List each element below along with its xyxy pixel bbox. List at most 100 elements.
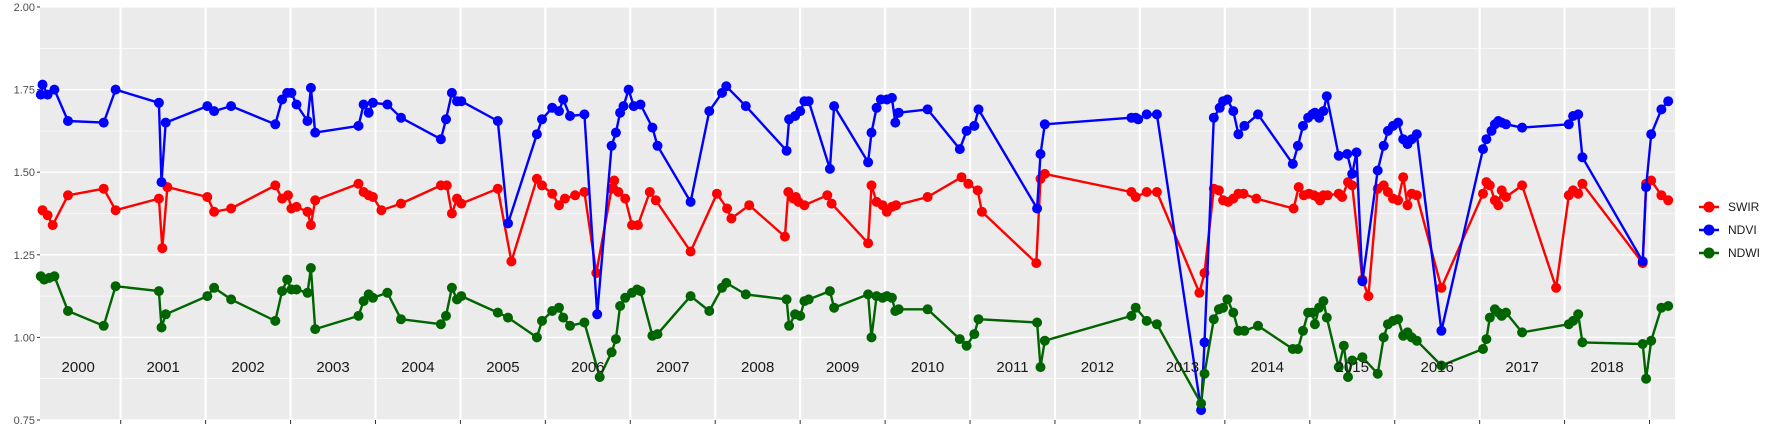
data-point: [1577, 178, 1588, 189]
data-point: [893, 304, 904, 315]
data-point: [396, 112, 406, 123]
data-point: [282, 274, 293, 285]
data-point: [594, 372, 605, 382]
legend-label-swir: SWIR: [1728, 200, 1760, 214]
data-point: [781, 294, 792, 305]
data-point: [1411, 335, 1422, 346]
data-point: [363, 107, 374, 118]
data-point: [492, 307, 503, 318]
data-point: [1393, 195, 1404, 206]
data-point: [153, 97, 164, 108]
data-point: [1208, 112, 1219, 123]
data-point: [1411, 129, 1422, 140]
data-point: [503, 218, 513, 229]
data-point: [492, 183, 503, 194]
data-point: [1641, 373, 1652, 384]
data-point: [871, 102, 882, 113]
data-point: [382, 99, 393, 110]
data-point: [609, 175, 620, 186]
data-point: [647, 122, 658, 133]
data-point: [1402, 200, 1413, 211]
data-point: [1309, 319, 1320, 330]
data-point: [1501, 192, 1511, 202]
data-point: [826, 198, 837, 209]
year-label: 2016: [1420, 359, 1453, 376]
data-point: [721, 277, 732, 288]
data-point: [866, 332, 877, 343]
data-point: [537, 180, 547, 191]
data-point: [620, 193, 631, 204]
data-point: [606, 140, 617, 151]
data-point: [863, 238, 874, 249]
data-point: [1251, 193, 1262, 204]
year-label: 2009: [826, 359, 859, 376]
data-point: [456, 96, 467, 107]
data-point: [554, 106, 564, 117]
data-point: [456, 291, 467, 302]
year-label: 2013: [1166, 359, 1199, 376]
data-point: [98, 320, 109, 331]
data-point: [1233, 129, 1244, 140]
data-point: [367, 292, 378, 303]
grid-major: [40, 6, 1675, 421]
data-point: [704, 306, 715, 316]
data-point: [822, 190, 833, 201]
data-point: [1039, 168, 1050, 179]
data-point: [956, 172, 967, 183]
data-point: [1218, 302, 1229, 313]
data-point: [922, 304, 933, 315]
data-point: [1287, 158, 1298, 169]
data-point: [606, 347, 617, 358]
data-point: [209, 282, 220, 293]
data-point: [1333, 362, 1344, 373]
data-point: [1501, 307, 1511, 318]
data-point: [1239, 325, 1250, 336]
data-point: [98, 117, 109, 128]
data-point: [277, 286, 288, 297]
data-point: [795, 310, 806, 321]
data-point: [886, 92, 897, 103]
data-point: [1563, 119, 1574, 130]
data-point: [1378, 140, 1389, 151]
data-point: [558, 94, 569, 105]
data-point: [503, 312, 513, 323]
year-label: 2004: [401, 359, 434, 376]
data-point: [160, 309, 171, 320]
data-point: [435, 319, 446, 330]
data-point: [1292, 344, 1303, 354]
data-point: [1222, 294, 1233, 305]
data-point: [866, 180, 877, 191]
data-point: [1481, 334, 1492, 345]
data-point: [1337, 192, 1348, 202]
data-point: [1573, 309, 1584, 320]
data-point: [1351, 147, 1362, 158]
data-point: [579, 317, 590, 328]
data-point: [886, 292, 897, 303]
data-point: [1298, 325, 1308, 336]
data-point: [305, 82, 316, 93]
data-point: [1141, 315, 1152, 326]
data-point: [1481, 134, 1492, 145]
data-point: [1357, 276, 1368, 287]
data-point: [592, 309, 603, 320]
data-point: [1151, 319, 1162, 330]
data-point: [961, 340, 972, 351]
year-labels: 2000 2001 2002 2003 2004 2005 2006 2007 2008 2009…: [62, 359, 1624, 376]
data-point: [1151, 109, 1162, 120]
data-point: [1151, 187, 1162, 197]
data-point: [310, 127, 321, 138]
data-point: [1393, 117, 1404, 128]
legend-label-ndwi: NDWI: [1728, 246, 1760, 260]
data-point: [1577, 152, 1588, 163]
data-point: [353, 310, 364, 321]
data-point: [1032, 203, 1043, 214]
data-point: [305, 220, 316, 231]
data-point: [1663, 301, 1674, 311]
data-point: [579, 187, 590, 197]
data-point: [784, 320, 795, 331]
data-point: [973, 314, 984, 325]
data-point: [1372, 165, 1383, 176]
data-point: [1222, 94, 1233, 105]
data-point: [973, 104, 984, 115]
data-point: [226, 101, 237, 112]
